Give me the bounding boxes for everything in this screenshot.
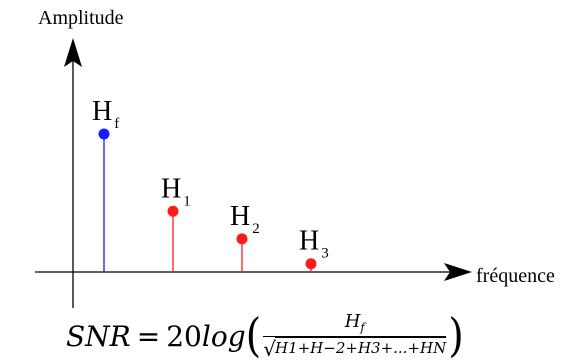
formula-fraction: Hf √ H1+H−2+H3+...+HN: [263, 311, 447, 361]
formula-close-paren: ): [448, 309, 464, 363]
formula-numerator-main: H: [344, 311, 361, 333]
x-axis-arrowhead: [444, 263, 472, 281]
formula-coefficient: 20: [166, 319, 202, 353]
stem-dot-H1: [167, 205, 179, 217]
formula-denominator: √ H1+H−2+H3+...+HN: [263, 336, 447, 361]
formula-fraction-bar: [263, 335, 447, 337]
snr-formula: SNR = 20 log ( Hf √ H1+H−2+H3+...+HN ): [66, 308, 579, 364]
formula-denominator-text: H1+H−2+H3+...+HN: [274, 336, 447, 357]
formula-lhs: SNR: [66, 319, 131, 353]
y-axis-label: Amplitude: [38, 7, 124, 29]
y-axis-arrowhead: [64, 38, 82, 67]
formula-function: log: [201, 319, 246, 353]
formula-equals: =: [136, 319, 161, 353]
stem-dot-H2: [236, 233, 248, 245]
stem-dot-H3: [305, 258, 317, 270]
formula-open-paren: (: [245, 309, 262, 363]
formula-numerator-sub: f: [360, 320, 365, 335]
x-axis-label: fréquence: [476, 265, 555, 287]
formula-numerator: Hf: [345, 311, 365, 336]
stem-dot-Hf: [98, 128, 110, 140]
sqrt-icon: √: [263, 336, 276, 361]
